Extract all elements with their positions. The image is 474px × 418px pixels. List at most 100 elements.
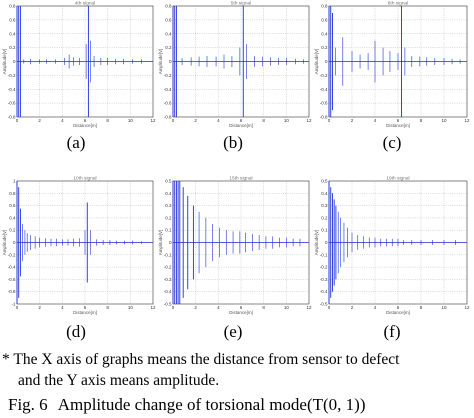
x-tick-label: 8	[106, 305, 109, 310]
y-tick-label: 0.6	[165, 17, 172, 22]
y-tick-label: 0.8	[165, 4, 172, 9]
y-tick-label: -0.5	[164, 302, 172, 307]
y-tick-label: 0.6	[9, 17, 16, 22]
y-tick-label: -0.8	[8, 115, 16, 120]
panel-label-b: (b)	[223, 133, 243, 152]
x-tick-label: 10	[284, 305, 290, 310]
x-tick-label: 12	[464, 305, 470, 310]
y-tick-label: -0.8	[320, 115, 328, 120]
x-tick-label: 6	[397, 118, 400, 123]
y-tick-label: 0	[325, 59, 328, 64]
panel-label-a: (a)	[66, 133, 86, 152]
x-tick-label: 4	[374, 305, 377, 310]
signal-series	[16, 6, 142, 117]
signal-series	[172, 181, 301, 304]
chart-title: 5th signal	[231, 1, 252, 7]
y-tick-label: -0.5	[320, 302, 328, 307]
y-tick-label: 0.8	[321, 4, 328, 9]
x-tick-label: 8	[106, 118, 109, 123]
y-tick-label: 0	[169, 59, 172, 64]
chart-title: 6th signal	[388, 1, 409, 7]
y-tick-label: 0.4	[321, 191, 328, 196]
x-tick-label: 4	[217, 305, 220, 310]
x-axis-label: Distance[m]	[73, 310, 97, 315]
chart-panel-c: 6th signal0.80.60.40.20-0.2-0.4-0.6-0.80…	[314, 1, 470, 129]
y-tick-label: -0.4	[8, 265, 16, 270]
x-tick-label: 12	[306, 118, 312, 123]
y-tick-label: -0.1	[164, 252, 172, 257]
chart-panel-d: 10th signal 1 0.8 0.6 0.4 0.2 0 -0.2 -0.4 -0.6 -0.…	[2, 176, 156, 316]
y-tick-label: -0.4	[8, 87, 16, 92]
x-tick-label: 12	[150, 305, 156, 310]
x-tick-label: 2	[351, 305, 354, 310]
y-tick-label: -0.6	[8, 101, 16, 106]
y-tick-label: 0.3	[165, 203, 172, 208]
signal-series	[328, 6, 461, 117]
figure-caption: Fig. 6 Amplitude change of torsional mode…	[8, 394, 366, 416]
panel-label-e: (e)	[223, 322, 243, 341]
y-axis-label: Amplitude[V]	[314, 49, 319, 75]
y-tick-label: -0.1	[320, 252, 328, 257]
x-tick-label: 2	[194, 118, 197, 123]
x-tick-label: 10	[441, 305, 447, 310]
y-tick-label: -0.4	[164, 289, 172, 294]
x-tick-label: 2	[194, 305, 197, 310]
x-tick-label: 0	[328, 305, 331, 310]
x-tick-label: 10	[441, 118, 447, 123]
y-tick-label: -0.2	[164, 73, 172, 78]
panel-label-f: (f)	[383, 322, 401, 341]
y-tick-label: -0.2	[320, 265, 328, 270]
x-tick-label: 4	[61, 305, 64, 310]
y-tick-label: 0.2	[165, 45, 172, 50]
y-tick-label: 0.8	[9, 4, 16, 9]
chart-panel-b: 5th signal0.80.60.40.20-0.2-0.4-0.6-0.80…	[158, 1, 312, 129]
chart-panel-e: 15th signal 0.5 0.4 0.3 0.2 0.1 0 -0.1 -0.2 -0.3 -…	[158, 176, 312, 316]
x-axis-label: Distance[m]	[386, 123, 410, 128]
x-axis-label: Distance[m]	[73, 123, 97, 128]
chart-panel-a: 4th signal0.80.60.40.20-0.2-0.4-0.6-0.80…	[2, 1, 156, 129]
panel-label-c: (c)	[382, 133, 402, 152]
figure-number: Fig. 6	[8, 395, 48, 414]
chart-title: 4th signal	[75, 1, 96, 7]
x-tick-label: 12	[464, 118, 470, 123]
chart-title: 15th signal	[229, 176, 252, 182]
x-tick-label: 4	[217, 118, 220, 123]
y-tick-label: 0.1	[165, 228, 172, 233]
y-tick-label: -0.4	[320, 87, 328, 92]
y-tick-label: 0.2	[165, 215, 172, 220]
y-tick-label: 0.5	[165, 179, 172, 184]
y-tick-label: -0.8	[164, 115, 172, 120]
y-tick-label: 0	[13, 59, 16, 64]
y-tick-label: 1	[13, 179, 16, 184]
signal-series	[172, 6, 304, 117]
y-tick-label: 0.4	[165, 191, 172, 196]
x-tick-label: 6	[240, 305, 243, 310]
y-tick-label: -0.2	[8, 73, 16, 78]
y-tick-label: -0.6	[164, 101, 172, 106]
x-tick-label: 8	[262, 118, 265, 123]
y-tick-label: -0.6	[320, 101, 328, 106]
y-tick-label: -0.4	[164, 87, 172, 92]
y-tick-label: -0.6	[8, 277, 16, 282]
y-tick-label: 0.4	[165, 31, 172, 36]
x-tick-label: 6	[240, 118, 243, 123]
y-tick-label: 0.4	[9, 215, 16, 220]
y-tick-label: 0	[169, 240, 172, 245]
x-tick-label: 0	[16, 305, 19, 310]
x-tick-label: 6	[84, 305, 87, 310]
y-tick-label: 0.3	[321, 203, 328, 208]
y-tick-label: 0	[13, 240, 16, 245]
y-tick-label: 0.6	[321, 17, 328, 22]
y-tick-label: -0.3	[320, 277, 328, 282]
y-tick-label: -0.2	[8, 252, 16, 257]
signal-series	[328, 181, 456, 304]
y-axis-label: Amplitude[V]	[158, 49, 163, 75]
x-tick-label: 12	[150, 118, 156, 123]
x-tick-label: 2	[351, 118, 354, 123]
y-tick-label: -0.8	[8, 289, 16, 294]
y-tick-label: 0.5	[321, 179, 328, 184]
y-tick-label: 0.8	[9, 191, 16, 196]
x-tick-label: 10	[128, 305, 134, 310]
y-tick-label: 0.2	[321, 215, 328, 220]
